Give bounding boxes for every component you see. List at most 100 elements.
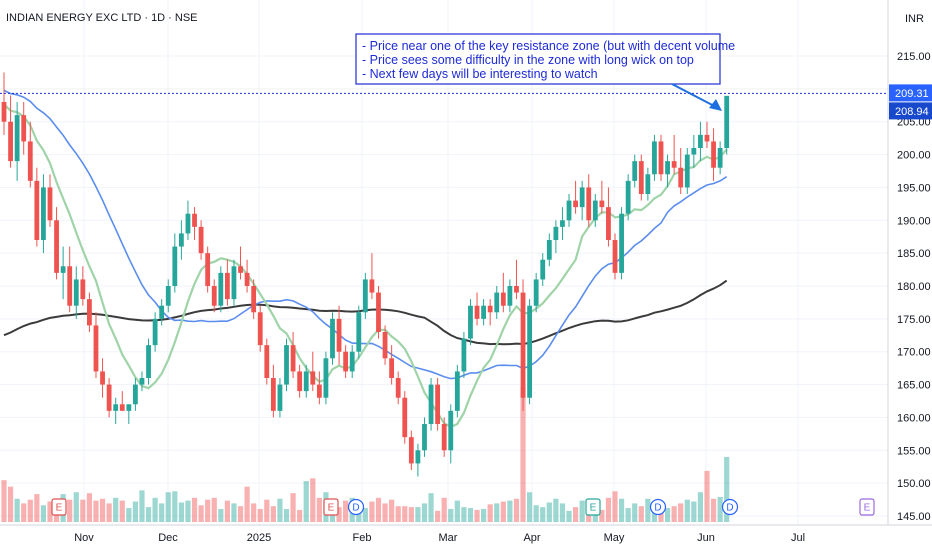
dividend-marker[interactable]: D [649, 498, 667, 516]
candle-body [41, 187, 46, 240]
time-tick-label: Apr [523, 532, 540, 544]
candle-body [461, 338, 467, 372]
candle-body [724, 95, 730, 148]
candle-body [100, 371, 105, 385]
volume-bar [579, 500, 585, 522]
volume-bar [310, 478, 316, 522]
candle-body [698, 134, 703, 148]
volume-bar [605, 497, 612, 522]
price-tick-label: 200.00 [897, 150, 931, 162]
volume-bar [316, 497, 322, 522]
candle-body [277, 384, 283, 411]
candle-body [678, 167, 684, 188]
earnings-marker[interactable]: E [859, 498, 875, 516]
candle-body [422, 424, 427, 451]
volume-bar [494, 503, 500, 522]
volume-bar [572, 507, 579, 522]
earnings-marker[interactable]: E [585, 498, 601, 516]
volume-bar [165, 492, 171, 522]
volume-bar [270, 506, 276, 522]
volume-bar [211, 497, 217, 522]
candle-body [284, 345, 289, 385]
dividend-marker[interactable]: D [721, 498, 739, 516]
time-tick-label: Dec [158, 532, 178, 544]
volume-bar [73, 492, 79, 522]
candle-body [612, 240, 618, 273]
volume-bar [297, 509, 303, 522]
volume-bar [7, 486, 14, 522]
candles [1, 72, 730, 477]
annotation-line-2: - Price sees some difficulty in the zone… [362, 53, 694, 67]
volume-bar [546, 502, 552, 522]
volume-bar [487, 504, 493, 522]
candle-body [93, 325, 99, 372]
candle-body [625, 180, 631, 214]
volume-bar [152, 497, 158, 522]
candle-body [152, 318, 158, 346]
candle-body [671, 161, 677, 168]
earnings-marker[interactable]: E [51, 498, 67, 516]
candle-body [238, 266, 243, 273]
volume-bar [27, 499, 33, 522]
candle-body [231, 266, 237, 300]
candle-body [224, 272, 230, 300]
candle-body [349, 351, 355, 372]
candle-body [34, 180, 40, 240]
dividend-marker[interactable]: D [347, 498, 365, 516]
volume-bar [145, 507, 152, 522]
volume-bar [1, 480, 7, 522]
volume-bar [14, 498, 20, 522]
candle-body [619, 213, 624, 273]
volume-bar [205, 499, 211, 522]
price-tags: 209.31 208.94 [889, 84, 932, 120]
volume-bar [671, 506, 677, 522]
candle-body [343, 351, 349, 372]
candle-body [566, 200, 572, 221]
volume-bar [645, 498, 651, 522]
volume-bar [251, 503, 257, 522]
time-tick-label: Mar [439, 532, 458, 544]
volume-bar [132, 501, 138, 522]
candle-body [711, 141, 716, 168]
candle-body [527, 305, 532, 398]
volume-bar [257, 508, 263, 522]
candle-body [133, 384, 138, 405]
candle-body [211, 286, 217, 306]
volume-bar [618, 498, 625, 522]
annotation-box[interactable] [355, 33, 721, 85]
volume-bar [599, 509, 605, 522]
candle-body [402, 397, 408, 438]
event-label: D [726, 503, 733, 514]
price-tag-label: 208.94 [895, 106, 929, 118]
volume-bar [178, 502, 184, 522]
candle-body [599, 200, 605, 208]
candle-body [60, 266, 66, 273]
volume-bar [106, 503, 112, 522]
volume-bar [343, 500, 349, 522]
event-label: E [864, 503, 871, 514]
candle-body [645, 174, 651, 194]
event-label: D [654, 503, 661, 514]
candle-body [330, 318, 335, 359]
volume-bar [540, 507, 546, 522]
candle-body [336, 318, 342, 352]
candle-body [408, 437, 414, 464]
volume-bar [691, 501, 697, 522]
candle-body [139, 378, 145, 385]
candle-body [80, 279, 86, 300]
candle-body [665, 161, 670, 175]
volume-bar [47, 501, 53, 522]
candle-body [382, 332, 388, 359]
volume-bar [513, 498, 520, 522]
volume-bar [237, 506, 244, 522]
candle-body [362, 279, 368, 313]
candle-body [323, 358, 329, 398]
candle-body [546, 240, 552, 260]
candle-body [113, 404, 119, 411]
volume-bar [632, 503, 638, 522]
earnings-marker[interactable]: E [323, 498, 339, 516]
candle-body [205, 253, 211, 286]
